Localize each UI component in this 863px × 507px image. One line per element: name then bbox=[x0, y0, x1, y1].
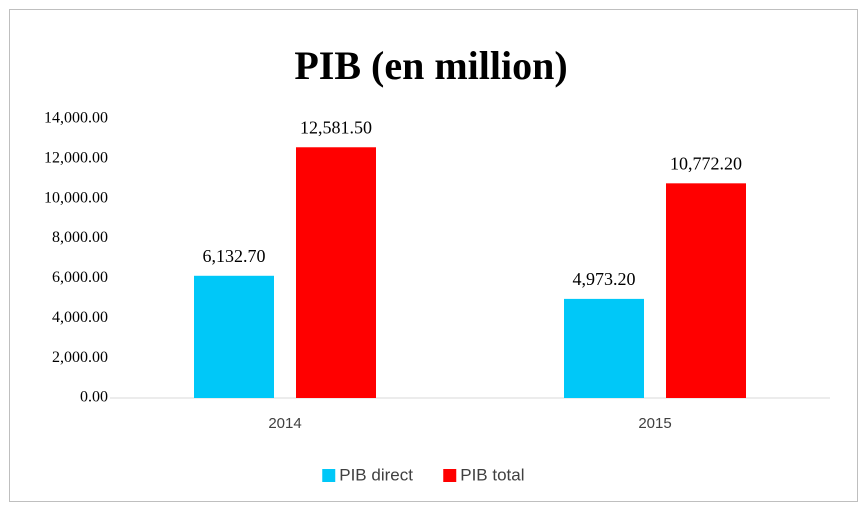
y-tick-label: 14,000.00 bbox=[44, 110, 108, 127]
y-tick-label: 10,000.00 bbox=[44, 189, 108, 206]
y-tick-label: 8,000.00 bbox=[52, 229, 108, 246]
y-tick-label: 4,000.00 bbox=[52, 309, 108, 326]
legend-label: PIB direct bbox=[339, 465, 413, 484]
legend-swatch bbox=[322, 469, 336, 482]
legend-label: PIB total bbox=[460, 465, 524, 484]
bar bbox=[296, 147, 376, 398]
y-tick-label: 0.00 bbox=[80, 389, 108, 406]
bar bbox=[666, 183, 746, 398]
data-label: 12,581.50 bbox=[300, 117, 372, 137]
data-label: 4,973.20 bbox=[573, 269, 636, 289]
chart-title: PIB (en million) bbox=[294, 43, 567, 88]
bar bbox=[564, 298, 644, 398]
y-tick-label: 6,000.00 bbox=[52, 269, 108, 286]
x-tick-label: 2015 bbox=[638, 415, 671, 432]
bar bbox=[194, 275, 274, 398]
x-tick-label: 2014 bbox=[268, 415, 301, 432]
data-label: 10,772.20 bbox=[670, 153, 742, 173]
y-tick-label: 2,000.00 bbox=[52, 349, 108, 366]
legend-swatch bbox=[443, 469, 457, 482]
y-tick-label: 12,000.00 bbox=[44, 150, 108, 167]
data-label: 6,132.70 bbox=[203, 246, 266, 266]
